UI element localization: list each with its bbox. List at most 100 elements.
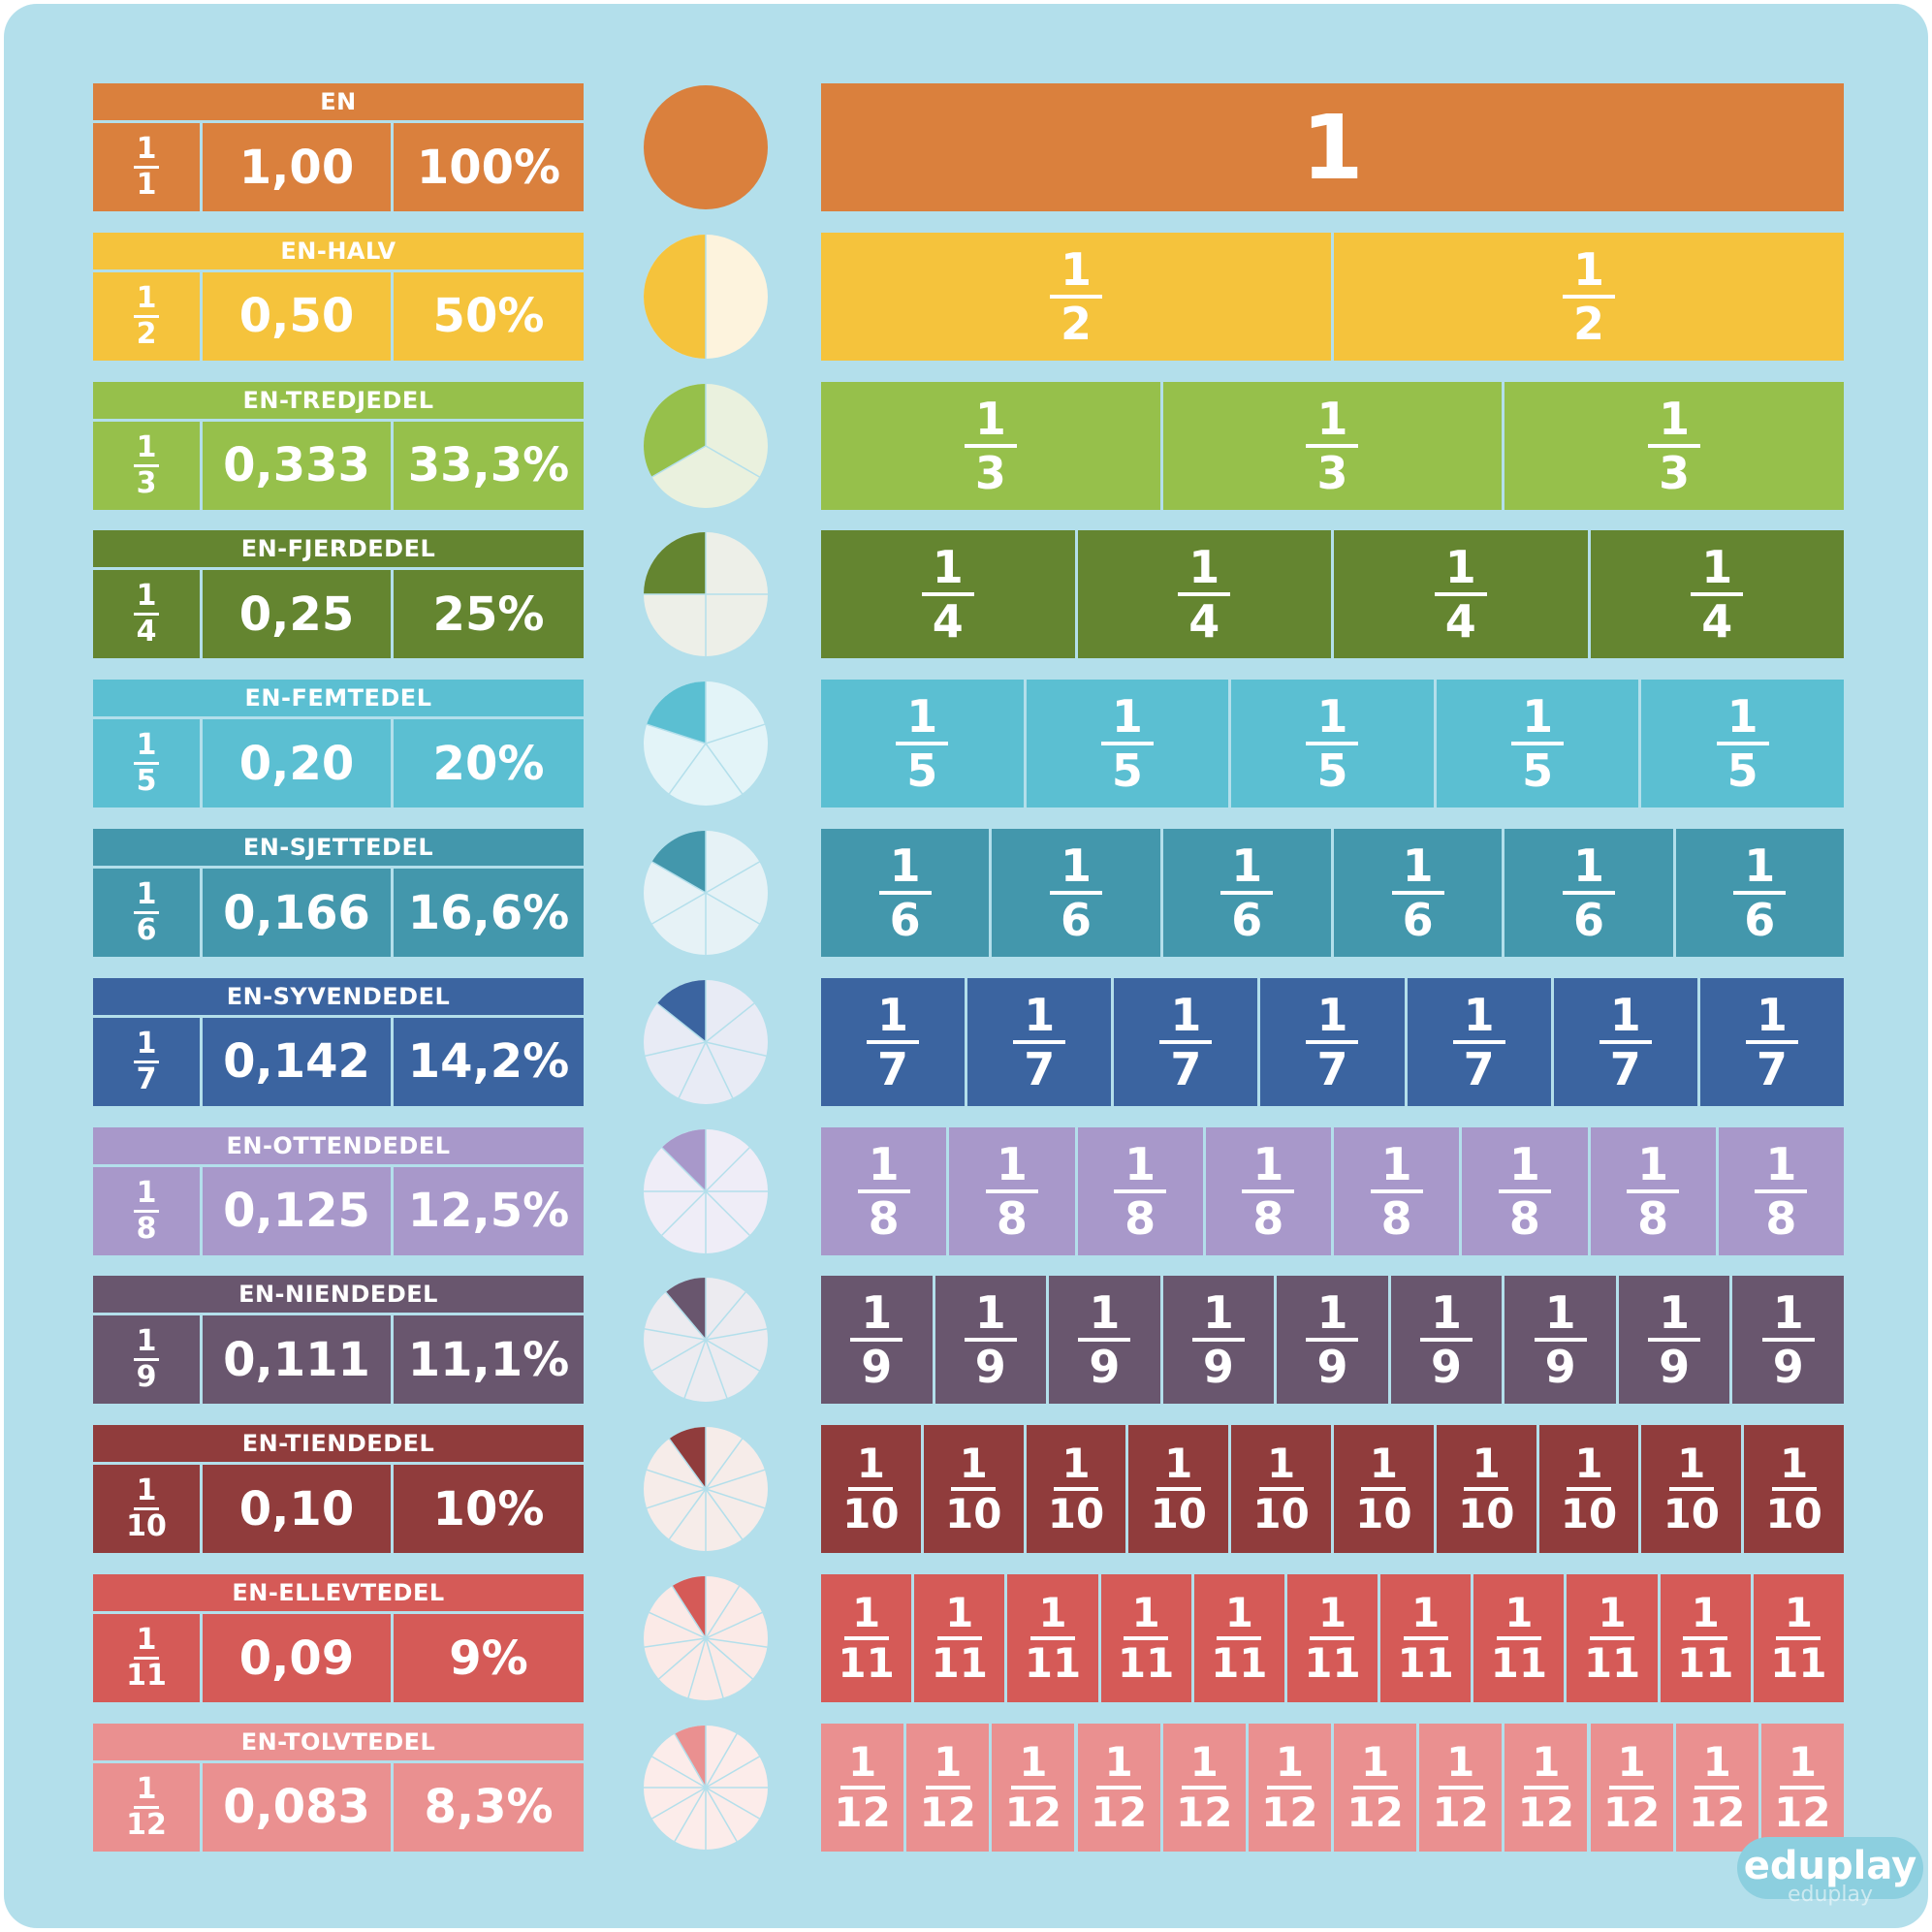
pie-slice-filled bbox=[675, 1725, 706, 1788]
segment-fraction-denominator: 5 bbox=[1111, 744, 1143, 798]
fraction-notation-numerator: 1 bbox=[136, 1623, 157, 1657]
segment-fraction-denominator: 5 bbox=[906, 744, 938, 798]
fraction-notation-numerator: 1 bbox=[136, 1026, 157, 1061]
segment-fraction-numerator: 1 bbox=[1202, 1286, 1234, 1340]
fraction-row: EN-TOLVTEDEL 1 12 0,083 8,3% 1 12 1 12 1 12 1 12 1 12 1… bbox=[4, 1723, 1928, 1852]
pie-svg bbox=[644, 681, 768, 807]
segment-fraction: 1 10 bbox=[842, 1443, 899, 1535]
fraction-bar-segment: 1 12 bbox=[1504, 1723, 1588, 1852]
pie-svg bbox=[644, 532, 768, 657]
segment-fraction: 1 11 bbox=[1304, 1593, 1360, 1684]
segment-fraction-bar bbox=[1391, 891, 1444, 895]
fraction-notation-bar bbox=[134, 166, 159, 169]
segment-fraction-denominator: 8 bbox=[1380, 1191, 1412, 1245]
fraction-notation: 1 11 bbox=[126, 1626, 167, 1691]
segment-fraction: 1 12 bbox=[1774, 1741, 1830, 1833]
segment-fraction-denominator: 12 bbox=[1689, 1788, 1746, 1836]
fraction-bar-segment: 1 10 bbox=[1436, 1425, 1536, 1554]
segment-fraction-denominator: 3 bbox=[1316, 446, 1348, 499]
segment-fraction-numerator: 1 bbox=[1316, 690, 1348, 744]
segment-fraction-denominator: 6 bbox=[889, 894, 921, 946]
fraction-bar-segment: 1 11 bbox=[1567, 1574, 1658, 1702]
segment-fraction-bar bbox=[1306, 1039, 1359, 1044]
pie-divider bbox=[651, 1787, 707, 1820]
segment-fraction-bar bbox=[1191, 1338, 1245, 1343]
segment-fraction-numerator: 1 bbox=[1431, 1286, 1463, 1340]
fraction-info: EN-FEMTEDEL 1 5 0,20 20% bbox=[93, 680, 584, 808]
segment-fraction-denominator: 5 bbox=[1522, 744, 1554, 798]
segment-fraction: 1 12 bbox=[1689, 1741, 1746, 1836]
fraction-bar-segment: 1 10 bbox=[1538, 1425, 1639, 1554]
segment-fraction-bar bbox=[1220, 891, 1274, 895]
segment-fraction-bar bbox=[1496, 1636, 1541, 1640]
segment-fraction-bar bbox=[1566, 1487, 1611, 1492]
segment-fraction-bar bbox=[1258, 1487, 1304, 1492]
fraction-info: EN-TIENDEDEL 1 10 0,10 10% bbox=[93, 1425, 584, 1554]
segment-fraction-bar bbox=[878, 891, 932, 895]
segment-fraction-bar bbox=[1306, 443, 1359, 448]
pie-divider bbox=[705, 1756, 760, 1789]
pie-divider bbox=[644, 1637, 707, 1648]
pie-slice bbox=[644, 85, 768, 209]
segment-fraction-denominator: 11 bbox=[1397, 1639, 1454, 1687]
fraction-bar-segment: 1 11 bbox=[1100, 1574, 1191, 1702]
fraction-info: EN-ELLEVTEDEL 1 11 0,09 9% bbox=[93, 1574, 584, 1702]
segment-fraction: 1 12 bbox=[1091, 1741, 1147, 1833]
segment-fraction-numerator: 1 bbox=[1463, 988, 1495, 1041]
pie-divider bbox=[705, 1002, 755, 1043]
fraction-notation-numerator: 1 bbox=[136, 280, 157, 315]
fraction-name: EN-OTTENDEDEL bbox=[93, 1126, 584, 1164]
segment-fraction-numerator: 1 bbox=[974, 1286, 1006, 1340]
segment-fraction: 1 12 bbox=[920, 1741, 976, 1833]
fraction-notation-bar bbox=[134, 314, 159, 318]
segment-fraction: 1 11 bbox=[1397, 1593, 1453, 1684]
fraction-notation-bar bbox=[134, 1060, 159, 1063]
segment-fraction-bar bbox=[1114, 1188, 1167, 1193]
pie-divider bbox=[651, 1339, 707, 1373]
segment-fraction-numerator: 1 bbox=[1275, 1737, 1305, 1786]
decimal-value: 0,10 bbox=[203, 1465, 391, 1554]
segment-fraction-denominator: 8 bbox=[1252, 1191, 1284, 1245]
segment-fraction-numerator: 1 bbox=[1038, 1589, 1067, 1636]
fraction-info: EN 1 1 1,00 100% bbox=[93, 83, 584, 211]
segment-fraction-denominator: 7 bbox=[877, 1042, 909, 1095]
percent-value: 100% bbox=[394, 123, 584, 211]
pie-slice-filled bbox=[656, 979, 706, 1042]
pie-divider bbox=[705, 1787, 760, 1820]
pie-svg bbox=[643, 383, 768, 508]
segment-fraction-bar bbox=[1668, 1487, 1714, 1492]
segment-fraction: 1 11 bbox=[932, 1593, 988, 1684]
fraction-row: EN-FJERDEDEL 1 4 0,25 25% 1 4 1 4 1 4 1 4 bbox=[4, 530, 1928, 659]
fraction-bar-segment: 1 10 bbox=[1128, 1425, 1229, 1554]
fraction-row: EN-OTTENDEDEL 1 8 0,125 12,5% 1 8 1 8 1 8 1 8 1 8 1 8 1 8 1… bbox=[4, 1126, 1928, 1255]
segment-fraction-bar bbox=[1159, 1039, 1213, 1044]
pie-svg bbox=[644, 979, 768, 1104]
pie-divider bbox=[658, 1637, 707, 1680]
segment-fraction-numerator: 1 bbox=[1188, 541, 1220, 594]
fraction-cell: 1 11 bbox=[93, 1614, 200, 1702]
fraction-info: EN-HALV 1 2 0,50 50% bbox=[93, 232, 584, 361]
segment-fraction-denominator: 8 bbox=[996, 1191, 1028, 1245]
decimal-value: 0,09 bbox=[203, 1614, 391, 1702]
segment-fraction-denominator: 12 bbox=[1346, 1788, 1404, 1836]
segment-fraction: 1 12 bbox=[834, 1741, 890, 1833]
segment-fraction-numerator: 1 bbox=[1508, 1137, 1540, 1190]
fraction-notation: 1 12 bbox=[126, 1774, 167, 1840]
fraction-info: EN-FJERDEDEL 1 4 0,25 25% bbox=[93, 530, 584, 659]
